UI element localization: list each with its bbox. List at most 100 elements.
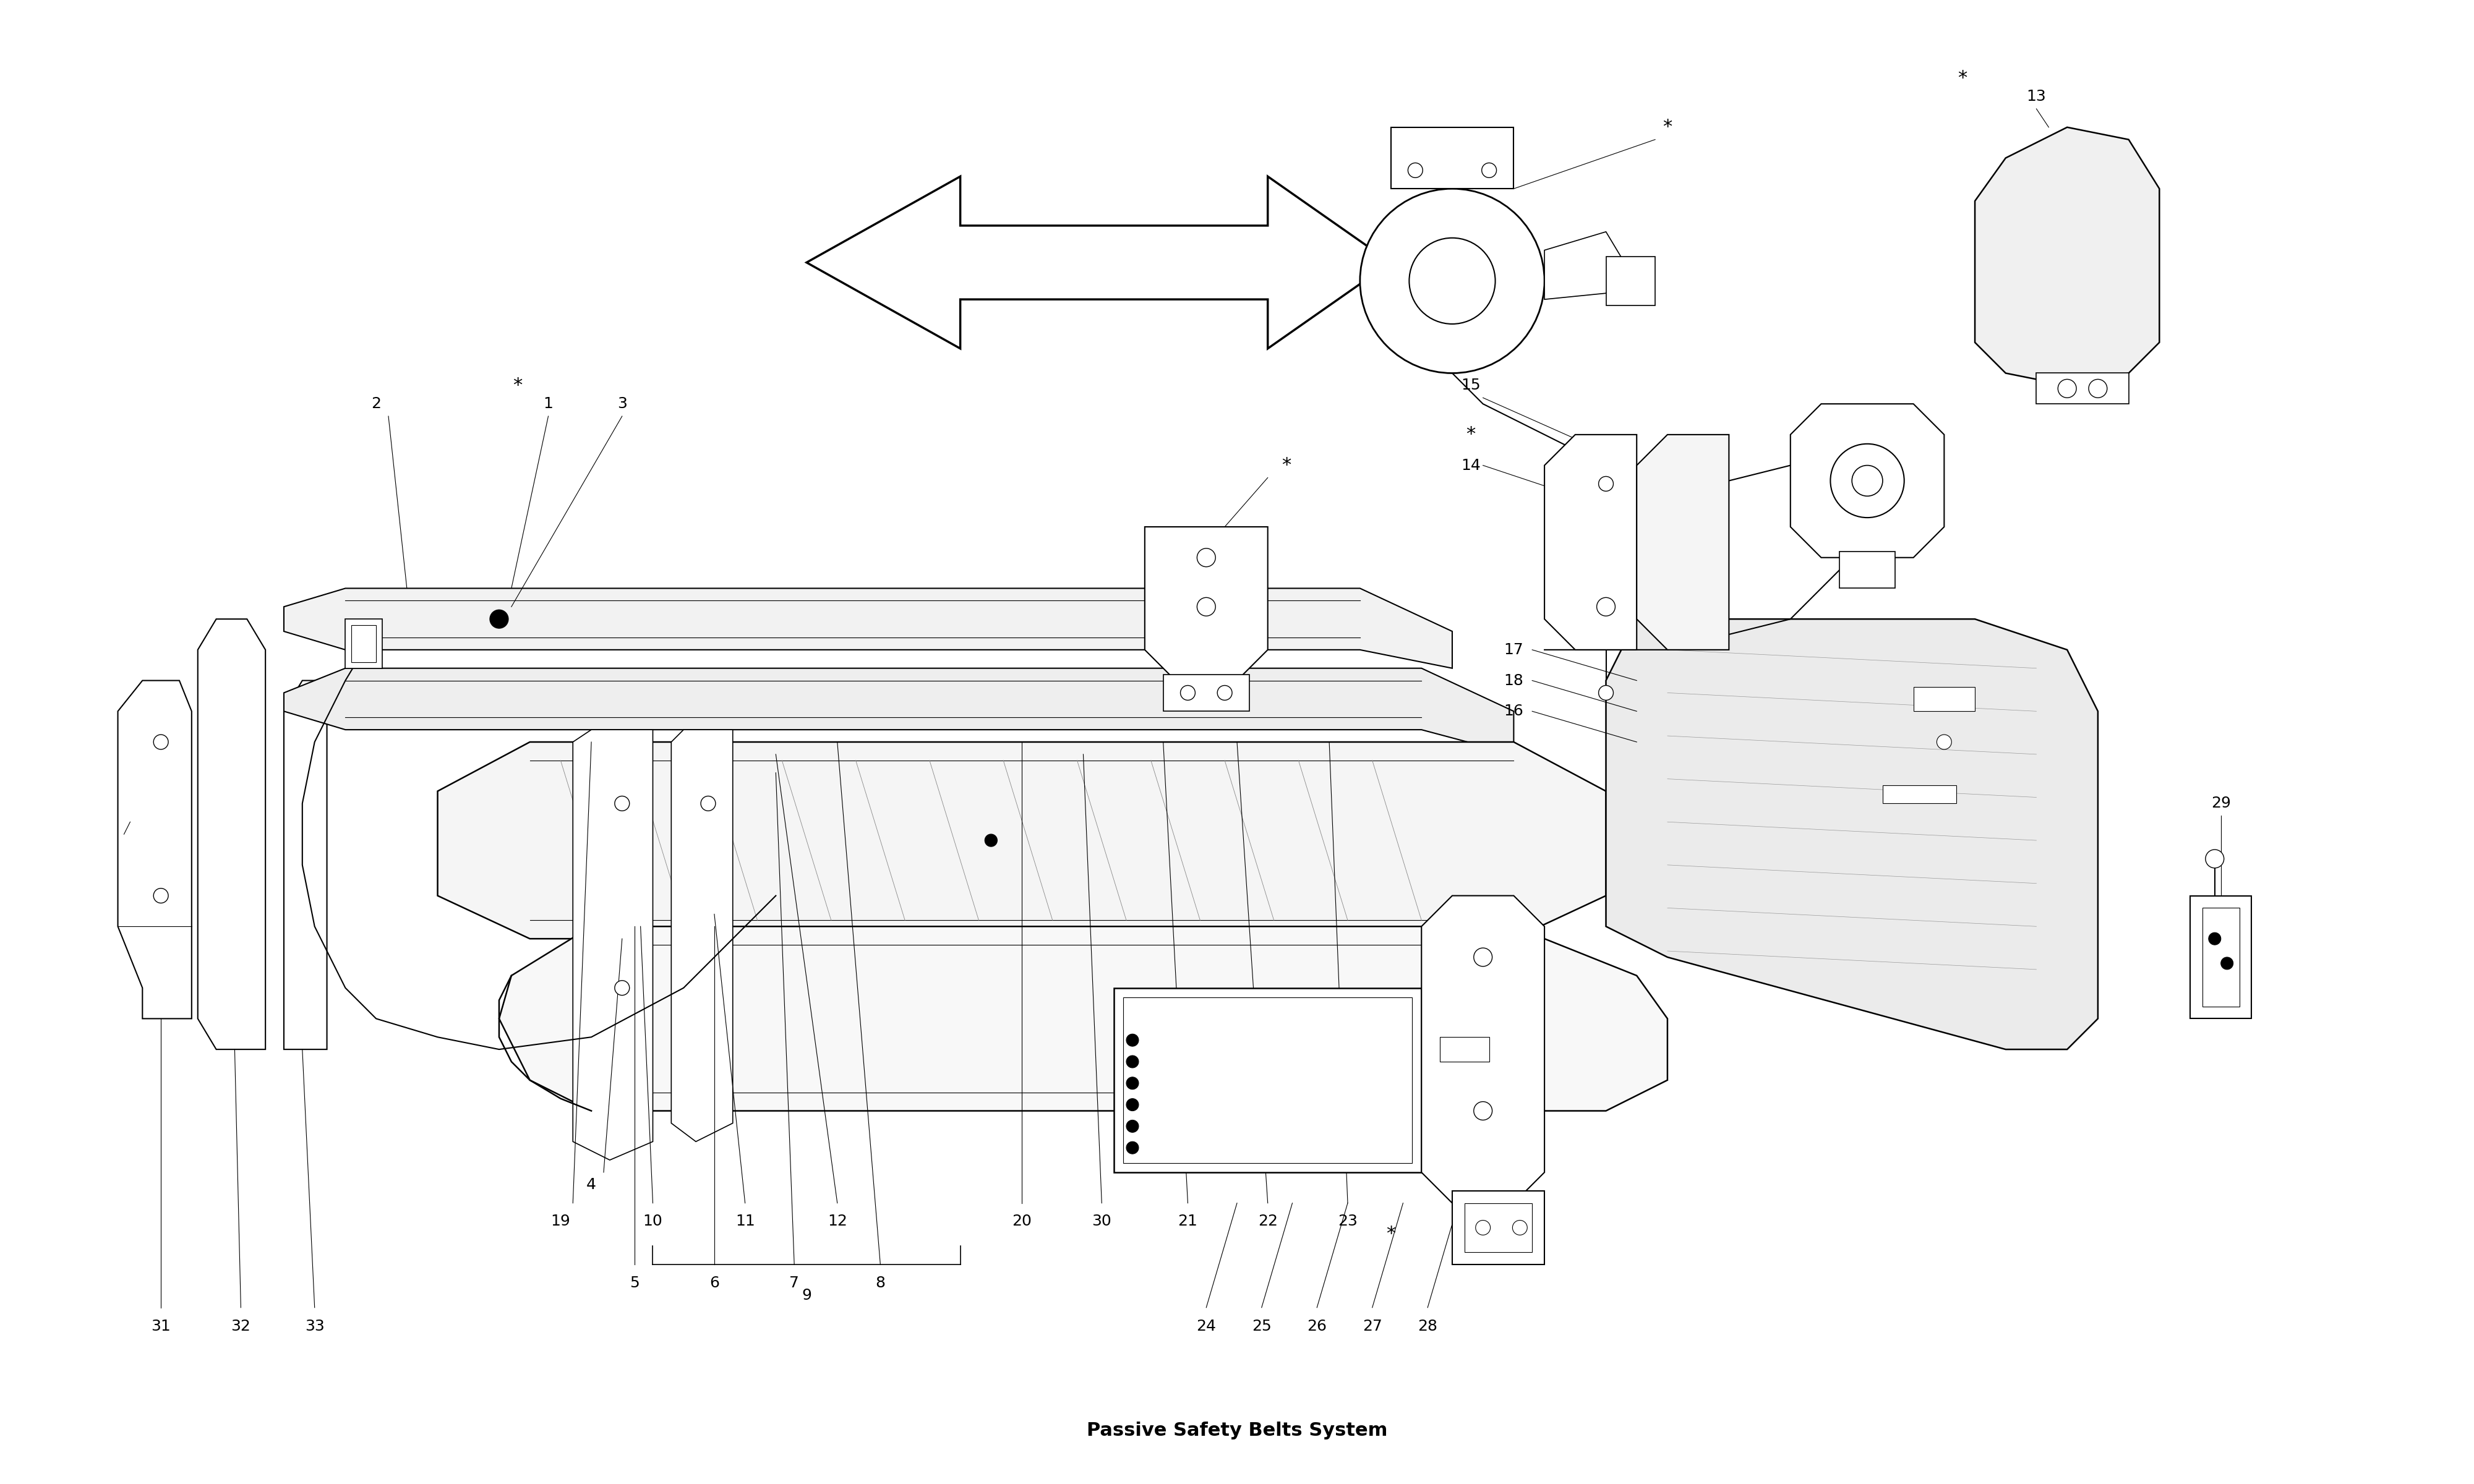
FancyBboxPatch shape [2189, 896, 2251, 1018]
Text: 15: 15 [1460, 378, 1479, 393]
Text: 25: 25 [1252, 1319, 1272, 1334]
Text: 32: 32 [230, 1319, 250, 1334]
Circle shape [700, 795, 715, 810]
Circle shape [1475, 948, 1492, 966]
Text: *: * [1467, 426, 1475, 444]
Circle shape [2204, 849, 2224, 868]
Polygon shape [285, 668, 1514, 754]
Circle shape [1482, 163, 1497, 178]
Text: 16: 16 [1504, 703, 1524, 718]
FancyBboxPatch shape [1440, 1037, 1489, 1061]
Text: *: * [1957, 70, 1967, 88]
Circle shape [1410, 237, 1494, 324]
Circle shape [1598, 476, 1613, 491]
Text: 22: 22 [1257, 1214, 1277, 1229]
Polygon shape [574, 730, 653, 1160]
Text: 20: 20 [1012, 1214, 1032, 1229]
Circle shape [1937, 735, 1952, 749]
Circle shape [614, 981, 628, 996]
Text: 33: 33 [304, 1319, 324, 1334]
Circle shape [1126, 1120, 1138, 1132]
Text: *: * [1282, 457, 1291, 475]
Text: 24: 24 [1197, 1319, 1217, 1334]
FancyBboxPatch shape [346, 619, 383, 668]
FancyBboxPatch shape [1452, 1190, 1544, 1264]
Circle shape [985, 834, 997, 846]
Polygon shape [500, 926, 1667, 1112]
FancyBboxPatch shape [1163, 674, 1249, 711]
Circle shape [1598, 686, 1613, 700]
Circle shape [153, 735, 168, 749]
Circle shape [1853, 466, 1883, 496]
Polygon shape [438, 742, 1606, 939]
Text: 14: 14 [1460, 459, 1479, 473]
Polygon shape [1606, 619, 2098, 1049]
Circle shape [1512, 1220, 1526, 1235]
Circle shape [1126, 1034, 1138, 1046]
FancyBboxPatch shape [351, 625, 376, 662]
Circle shape [614, 795, 628, 810]
Polygon shape [1791, 404, 1945, 558]
Text: 21: 21 [1178, 1214, 1197, 1229]
Circle shape [1126, 1098, 1138, 1112]
Text: 23: 23 [1338, 1214, 1358, 1229]
Circle shape [1596, 598, 1616, 616]
Text: 13: 13 [2026, 89, 2046, 104]
Text: 19: 19 [552, 1214, 571, 1229]
Circle shape [1475, 1220, 1489, 1235]
Text: 10: 10 [643, 1214, 663, 1229]
Text: 17: 17 [1504, 643, 1524, 657]
Circle shape [1126, 1077, 1138, 1089]
Text: 31: 31 [151, 1319, 171, 1334]
Text: 1: 1 [544, 396, 554, 411]
Circle shape [1831, 444, 1905, 518]
Circle shape [1217, 686, 1232, 700]
Text: 18: 18 [1504, 674, 1524, 689]
Text: 29: 29 [2212, 795, 2232, 810]
FancyBboxPatch shape [1841, 552, 1895, 588]
Text: 7: 7 [789, 1276, 799, 1291]
Text: 28: 28 [1418, 1319, 1437, 1334]
Text: 5: 5 [628, 1276, 638, 1291]
FancyBboxPatch shape [1883, 785, 1957, 803]
FancyBboxPatch shape [2202, 908, 2239, 1006]
Text: 26: 26 [1306, 1319, 1326, 1334]
Circle shape [1361, 188, 1544, 372]
Circle shape [2209, 932, 2222, 945]
Text: 4: 4 [586, 1177, 596, 1192]
Circle shape [490, 610, 507, 628]
Circle shape [1197, 598, 1215, 616]
Circle shape [1126, 1141, 1138, 1155]
Circle shape [1475, 1101, 1492, 1120]
Text: 6: 6 [710, 1276, 720, 1291]
Circle shape [2058, 380, 2076, 398]
Circle shape [1408, 163, 1423, 178]
Polygon shape [1638, 435, 1729, 650]
FancyBboxPatch shape [1465, 1204, 1531, 1252]
FancyBboxPatch shape [1123, 997, 1413, 1163]
Text: Passive Safety Belts System: Passive Safety Belts System [1086, 1422, 1388, 1439]
Text: 2: 2 [371, 396, 381, 411]
FancyBboxPatch shape [1606, 257, 1655, 306]
Polygon shape [670, 730, 732, 1141]
Text: *: * [512, 377, 522, 395]
Polygon shape [1544, 232, 1625, 300]
Polygon shape [285, 588, 1452, 668]
Polygon shape [1544, 435, 1638, 650]
Text: 3: 3 [616, 396, 626, 411]
Polygon shape [807, 177, 1390, 349]
Polygon shape [1974, 128, 2160, 386]
Text: 27: 27 [1363, 1319, 1383, 1334]
Circle shape [2222, 957, 2234, 969]
Text: *: * [1385, 1224, 1395, 1242]
Text: *: * [1663, 119, 1672, 137]
FancyBboxPatch shape [2036, 372, 2128, 404]
Circle shape [1197, 549, 1215, 567]
Text: 12: 12 [826, 1214, 846, 1229]
Circle shape [2088, 380, 2108, 398]
FancyBboxPatch shape [1113, 988, 1423, 1172]
Circle shape [153, 889, 168, 904]
Polygon shape [119, 681, 190, 1018]
Polygon shape [1423, 896, 1544, 1204]
Text: 30: 30 [1091, 1214, 1111, 1229]
